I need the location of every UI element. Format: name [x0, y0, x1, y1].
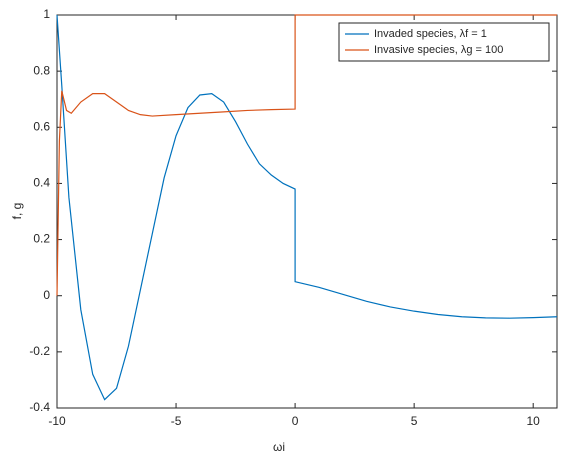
series-line	[56, 14, 557, 296]
legend-box	[338, 22, 550, 62]
x-tick-label: 10	[527, 414, 541, 428]
y-axis-label: f, g	[10, 203, 24, 220]
y-tick-label: 0.6	[33, 119, 50, 133]
x-tick-label: -5	[171, 414, 182, 428]
y-tick-label: -0.2	[29, 344, 50, 358]
legend-label: Invasive species, λg = 100	[374, 44, 503, 56]
legend-label: Invaded species, λf = 1	[374, 28, 487, 40]
y-tick-label: 0.2	[33, 232, 50, 246]
x-axis-label: ωi	[273, 440, 285, 454]
series-line	[56, 14, 558, 401]
y-tick-label: 0	[43, 288, 50, 302]
plot-area	[56, 14, 558, 409]
y-tick-label: -0.4	[29, 400, 50, 414]
y-tick-label: 1	[43, 7, 50, 21]
x-tick-label: 5	[411, 414, 418, 428]
x-tick-label: 0	[292, 414, 299, 428]
x-tick-label: -10	[48, 414, 66, 428]
y-tick-label: 0.4	[33, 176, 50, 190]
y-tick-label: 0.8	[33, 63, 50, 77]
